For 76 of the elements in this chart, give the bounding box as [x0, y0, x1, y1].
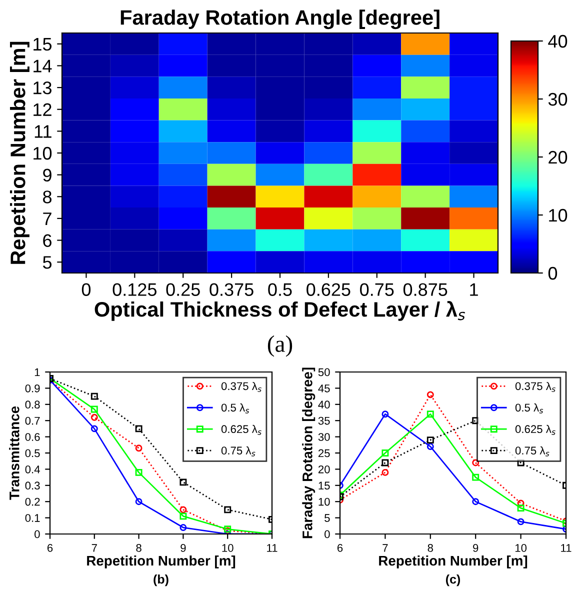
- y-tick-label: 9: [43, 168, 52, 182]
- x-tick-label: 11: [561, 544, 572, 552]
- x-tick-label: 0.5: [268, 283, 292, 296]
- y-tick-label: 0: [324, 530, 330, 538]
- y-tick-label: 0.7: [25, 416, 40, 425]
- y-tick-label: 12: [34, 103, 52, 116]
- y-tick-label: 0.5: [25, 449, 40, 458]
- x-tick-label: 10: [222, 544, 234, 552]
- color-bar-label: 20: [548, 150, 568, 164]
- legend-label: 0.5 λ$_{s}$: [221, 403, 250, 414]
- y-tick-label: 13: [34, 81, 52, 94]
- x-tick-label: 0.375: [210, 283, 254, 296]
- y-tick-label: 10: [34, 146, 52, 160]
- legend-label: 0.75 λ$_{s}$: [221, 446, 256, 456]
- y-tick-label: 45: [318, 384, 330, 392]
- y-tick-label: 11: [34, 125, 52, 138]
- x-tick-label: 0.875: [403, 283, 448, 296]
- y-tick-label: 25: [318, 449, 330, 458]
- x-tick-label: 9: [180, 544, 186, 552]
- y-tick-label: 30: [318, 433, 330, 441]
- y-tick-label: 6: [43, 234, 52, 247]
- x-tick-label: 9: [473, 544, 478, 552]
- legend-label: 0.375 λ$_{s}$: [221, 382, 262, 392]
- y-tick-label: 40: [318, 400, 330, 409]
- y-tick-label: 0.1: [25, 514, 40, 522]
- legend-label: 0.5 λ$_{s}$: [515, 403, 544, 414]
- y-tick-label: 15: [34, 38, 52, 51]
- y-tick-label: 20: [318, 465, 330, 474]
- y-tick-label: 50: [318, 368, 330, 376]
- x-tick-label: 10: [515, 544, 527, 552]
- y-tick-label: 0.3: [25, 482, 40, 490]
- text: (a): [268, 335, 292, 357]
- y-tick-label: 5: [42, 256, 52, 269]
- legend-label: 0.625 λ$_{s}$: [221, 424, 262, 435]
- text: (b): [154, 574, 168, 586]
- y-axis-title: Transmittance: [9, 406, 20, 500]
- x-axis-title: Repetition Number [m]: [87, 555, 236, 568]
- x-axis-title: Repetition Number [m]: [379, 555, 528, 568]
- x-axis-title: Optical Thickness of Defect Layer / λ$_{s}$: [94, 300, 466, 321]
- x-tick-label: 0.25: [166, 283, 200, 296]
- x-tick-label: 7: [382, 544, 388, 552]
- y-tick-label: 0.6: [25, 433, 40, 441]
- chart-title: Faraday Rotation Angle [degree]: [120, 10, 440, 30]
- legend-label: 0.75 λ$_{s}$: [515, 446, 550, 456]
- x-tick-label: 11: [267, 544, 278, 552]
- x-tick-label: 1: [470, 283, 478, 296]
- y-tick-label: 5: [324, 514, 330, 522]
- legend-label: 0.625 λ$_{s}$: [515, 424, 556, 435]
- color-bar-label: 0: [548, 266, 558, 280]
- y-tick-label: 15: [318, 482, 330, 490]
- color-bar-label: 30: [548, 92, 568, 106]
- y-tick-label: 35: [318, 416, 330, 425]
- y-tick-label: 0.8: [25, 400, 40, 409]
- x-tick-label: 0.625: [306, 283, 350, 296]
- y-tick-label: 7: [43, 212, 52, 225]
- x-tick-label: 0: [82, 283, 91, 296]
- legend-label: 0.375 λ$_{s}$: [515, 382, 556, 392]
- color-bar-label: 10: [549, 208, 568, 222]
- y-tick-label: 0.2: [25, 498, 40, 506]
- y-tick-label: 0.9: [25, 384, 40, 392]
- y-axis-title: Repetition Number [m]: [10, 42, 30, 264]
- y-tick-label: 14: [34, 60, 52, 72]
- y-tick-label: 0: [34, 530, 40, 538]
- y-tick-label: 8: [43, 190, 52, 204]
- text: (c): [446, 574, 460, 586]
- x-tick-label: 7: [92, 544, 97, 552]
- x-tick-label: 6: [337, 544, 343, 552]
- y-tick-label: 0.4: [25, 465, 40, 474]
- color-bar-label: 40: [548, 34, 568, 48]
- y-tick-label: 1: [34, 368, 40, 376]
- y-axis-title: Faraday Rotation [degree]: [302, 368, 316, 538]
- x-tick-label: 8: [136, 544, 142, 552]
- x-tick-label: 0.125: [112, 283, 157, 296]
- y-tick-label: 10: [318, 498, 330, 506]
- x-tick-label: 0.75: [360, 283, 394, 296]
- x-tick-label: 8: [428, 544, 434, 552]
